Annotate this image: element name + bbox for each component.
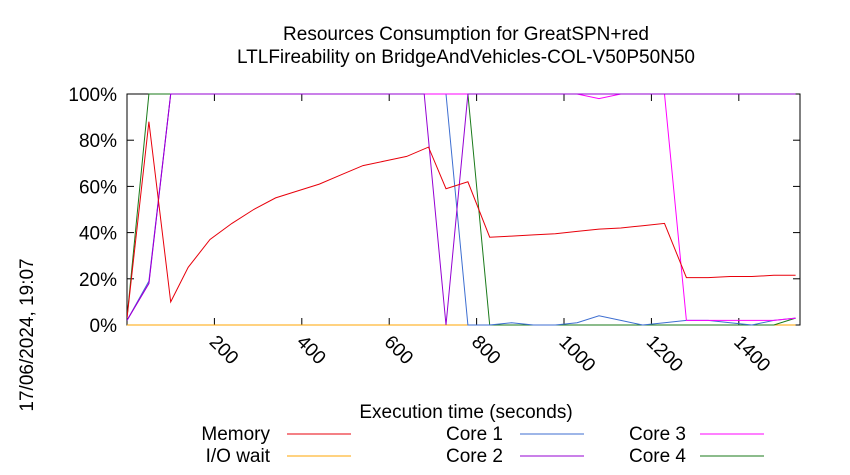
legend-label-core-3: Core 3 [629,424,686,445]
legend-label-core-2: Core 2 [446,446,503,467]
series-line-core-4 [127,93,796,326]
y-tick-label: 40% [79,224,117,245]
y-tick-label: 0% [90,316,118,337]
x-tick-label: 400 [292,332,329,369]
series-line-core-2 [127,93,796,326]
y-tick-label: 20% [79,270,117,291]
series-line-core-1 [127,93,796,326]
x-tick-label: 600 [380,332,417,369]
series-line-core-3 [127,93,796,321]
x-tick-label: 1400 [729,332,774,377]
chart-title-line-1: Resources Consumption for GreatSPN+red [283,24,649,45]
plot-frame [126,93,801,326]
x-tick-label: 200 [205,332,242,369]
legend-label-memory: Memory [201,424,270,445]
y-tick-label: 100% [68,85,117,106]
legend-label-core-1: Core 1 [446,424,503,445]
x-axis-label: Execution time (seconds) [359,402,572,423]
x-tick-label: 1200 [642,332,687,377]
x-tick-label: 1000 [554,332,599,377]
series-line-memory [127,121,796,319]
legend-label-i-o-wait: I/O wait [206,446,271,467]
plot-area: 0% 20% 40% 60% 80% 100% 200 400 600 800 1000 1200 14… [68,85,801,377]
y-tick-label: 80% [79,131,117,152]
x-tick-label: 800 [467,332,504,369]
timestamp: 17/06/2024, 19:07 [17,258,38,411]
legend-label-core-4: Core 4 [629,446,686,467]
chart-title-line-2: LTLFireability on BridgeAndVehicles-COL-… [237,47,695,68]
y-tick-label: 60% [79,177,117,198]
